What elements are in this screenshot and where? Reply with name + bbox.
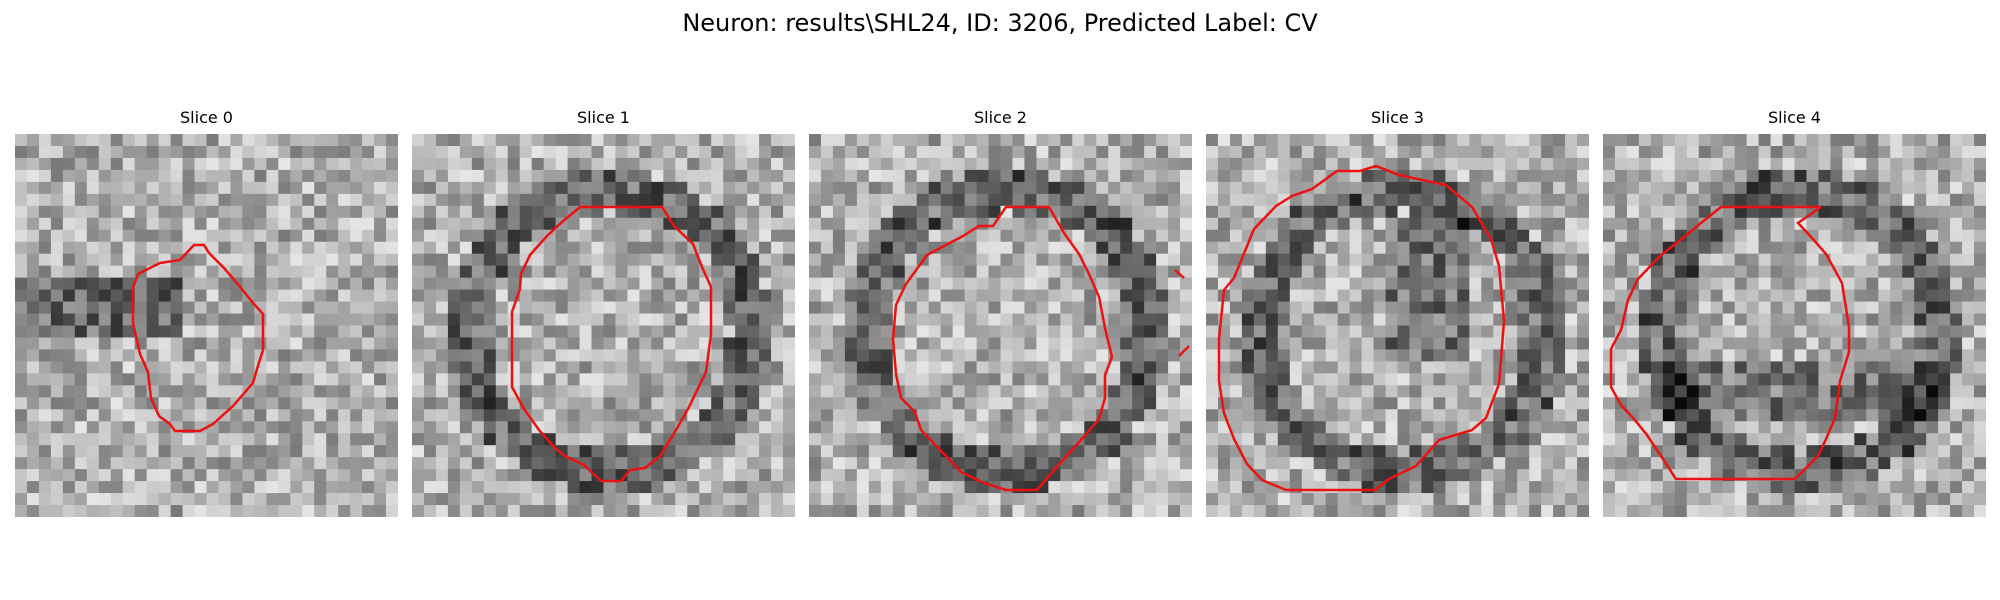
microscopy-pixels: [809, 134, 1192, 517]
neuron-contour: [510, 205, 713, 483]
slice-image: [1206, 134, 1589, 517]
slice-panel-2: Slice 2: [809, 108, 1192, 517]
slice-panel-3: Slice 3: [1206, 108, 1589, 517]
neuron-contour: [1609, 205, 1851, 481]
slice-title: Slice 2: [974, 108, 1027, 127]
microscopy-pixels: [1603, 134, 1986, 517]
microscopy-pixels: [1206, 134, 1589, 517]
slice-panel-1: Slice 1: [412, 108, 795, 517]
slice-panel-4: Slice 4: [1603, 108, 1986, 517]
neuron-contour: [1217, 164, 1506, 492]
slice-title: Slice 3: [1371, 108, 1424, 127]
neuron-contour-edge-fragment: [1178, 345, 1190, 357]
slice-image: [15, 134, 398, 517]
figure-title: Neuron: results\SHL24, ID: 3206, Predict…: [682, 9, 1318, 37]
microscopy-pixels: [15, 134, 398, 517]
neuron-contour-edge-fragment: [1174, 269, 1185, 279]
slice-image: [412, 134, 795, 517]
slice-image: [1603, 134, 1986, 517]
microscopy-pixels: [412, 134, 795, 517]
slice-title: Slice 0: [180, 108, 233, 127]
slice-image: [809, 134, 1192, 517]
slice-title: Slice 4: [1768, 108, 1821, 127]
slice-title: Slice 1: [577, 108, 630, 127]
slice-panel-0: Slice 0: [15, 108, 398, 517]
neuron-contour: [131, 243, 265, 433]
neuron-contour: [891, 205, 1114, 492]
